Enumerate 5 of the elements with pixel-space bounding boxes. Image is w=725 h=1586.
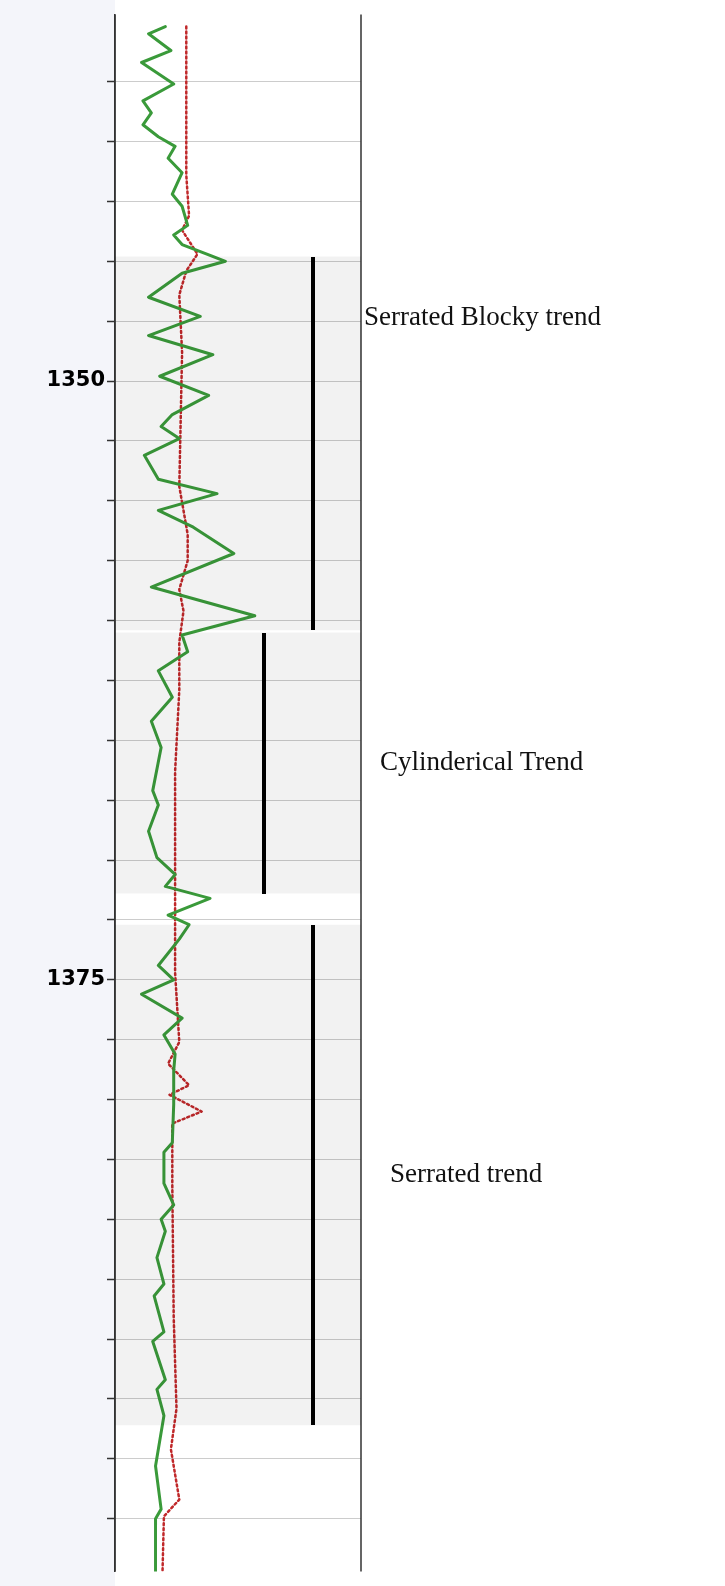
y-tick-label: 1375 (46, 966, 105, 991)
y-tick-label: 1350 (46, 367, 105, 392)
band-label: Serrated trend (390, 1158, 543, 1189)
band-label: Cylinderical Trend (380, 746, 584, 777)
band-label: Serrated Blocky trend (364, 301, 602, 332)
